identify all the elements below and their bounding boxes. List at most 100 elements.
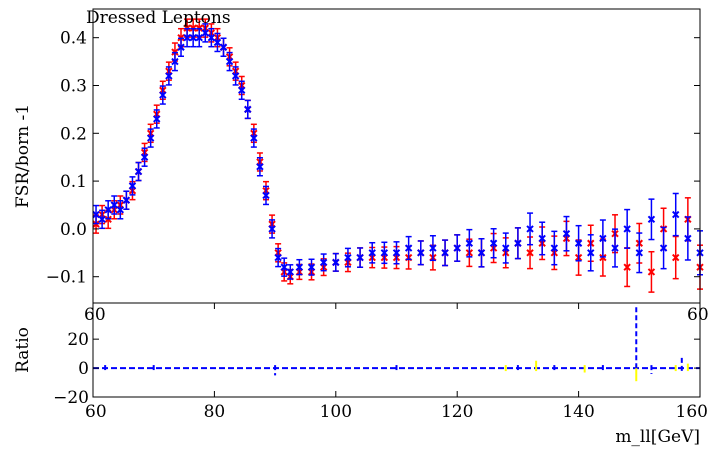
y-tick-label: 20 [67, 330, 89, 350]
data-point [250, 134, 258, 142]
data-point [201, 29, 210, 37]
data-point [647, 215, 656, 224]
data-point [207, 33, 216, 42]
data-point [213, 38, 222, 47]
ratio-y-axis: −20 0 20 [53, 330, 700, 408]
main-title: Dressed Leptons [86, 8, 231, 28]
data-point [659, 244, 668, 252]
y-tick-label: −20 [53, 388, 89, 408]
x-tick-label: 60 [85, 402, 107, 422]
data-point [140, 153, 149, 161]
data-point [611, 244, 619, 252]
y-tick-label: 0.3 [60, 76, 87, 96]
overlap-tick-label-right: 60 [687, 305, 709, 325]
ratio-plot-frame [92, 302, 701, 398]
data-point [538, 234, 546, 243]
data-point [225, 57, 234, 66]
data-point [514, 239, 522, 247]
data-point [465, 239, 474, 247]
main-y-axis-label: FSR/born -1 [13, 104, 33, 208]
ratio-x-axis: 60 80 100 120 140 160 [85, 303, 708, 422]
overlap-tick-label-left: 60 [84, 305, 106, 325]
data-point [574, 239, 583, 247]
ratio-plot-marks [93, 307, 700, 382]
main-panel: −0.1 0.0 0.1 0.2 0.3 0.4 Dressed Leptons FSR/… [13, 8, 704, 304]
data-point [550, 244, 559, 252]
y-tick-label: 0.0 [60, 220, 87, 240]
data-point [380, 249, 389, 257]
data-point [195, 33, 203, 42]
x-tick-label: 120 [441, 402, 473, 422]
ratio-series-1 [104, 307, 683, 376]
data-point [368, 249, 376, 257]
data-point [295, 263, 304, 271]
data-point [244, 105, 252, 114]
data-point [262, 191, 270, 200]
x-tick-label: 160 [676, 402, 708, 422]
data-point [332, 258, 340, 267]
ratio-series-0 [504, 360, 689, 382]
data-point [128, 182, 137, 190]
data-point [116, 206, 125, 214]
data-point [562, 229, 571, 238]
data-point [672, 253, 680, 262]
data-point [684, 234, 692, 243]
data-point [104, 206, 112, 214]
data-point [502, 244, 510, 252]
data-point [477, 249, 486, 257]
data-point [344, 253, 352, 262]
x-tick-label: 140 [562, 402, 594, 422]
data-point [189, 33, 197, 42]
y-tick-label: 0.1 [60, 172, 87, 192]
data-point [98, 215, 106, 224]
x-tick-label: 100 [320, 402, 352, 422]
y-tick-label: −0.1 [46, 268, 87, 288]
series-1 [92, 23, 704, 280]
data-point [307, 263, 316, 271]
data-point [489, 239, 498, 247]
data-point [599, 234, 607, 243]
x-tick-label: 80 [204, 402, 226, 422]
data-point [165, 72, 173, 80]
data-point [623, 225, 631, 233]
data-point [635, 249, 644, 257]
data-point [238, 86, 246, 94]
data-point [177, 43, 185, 51]
data-point [526, 225, 534, 233]
data-point [647, 268, 656, 276]
data-point [92, 210, 100, 219]
data-point [171, 57, 179, 66]
data-point [672, 210, 680, 219]
data-point [219, 43, 228, 51]
data-point [441, 249, 449, 257]
ratio-panel: −20 0 20 60 80 100 120 140 160 60 60 Ratio m_ll… [13, 302, 709, 447]
data-point [183, 33, 191, 42]
data-point [392, 249, 401, 257]
y-tick-label: 0.4 [60, 29, 87, 49]
ratio-y-axis-label: Ratio [13, 327, 33, 373]
data-point [417, 249, 425, 257]
data-point [256, 163, 264, 171]
data-point [280, 263, 288, 271]
data-point [587, 249, 595, 257]
data-point [453, 244, 461, 252]
data-point [404, 244, 413, 252]
data-point [319, 258, 328, 267]
data-point [110, 201, 118, 209]
y-tick-label: 0.2 [60, 124, 87, 144]
data-point [286, 268, 294, 276]
data-point [146, 134, 155, 142]
data-point [268, 225, 276, 233]
y-tick-label: 0 [78, 359, 89, 379]
data-point [356, 253, 364, 262]
x-axis-label: m_ll[GeV] [615, 427, 700, 447]
data-point [274, 253, 282, 262]
data-point [526, 249, 534, 257]
data-point [153, 115, 161, 123]
data-point [122, 196, 131, 204]
data-point [159, 91, 167, 99]
data-point [134, 167, 143, 176]
main-y-axis: −0.1 0.0 0.1 0.2 0.3 0.4 [46, 29, 700, 288]
data-point [623, 263, 631, 271]
